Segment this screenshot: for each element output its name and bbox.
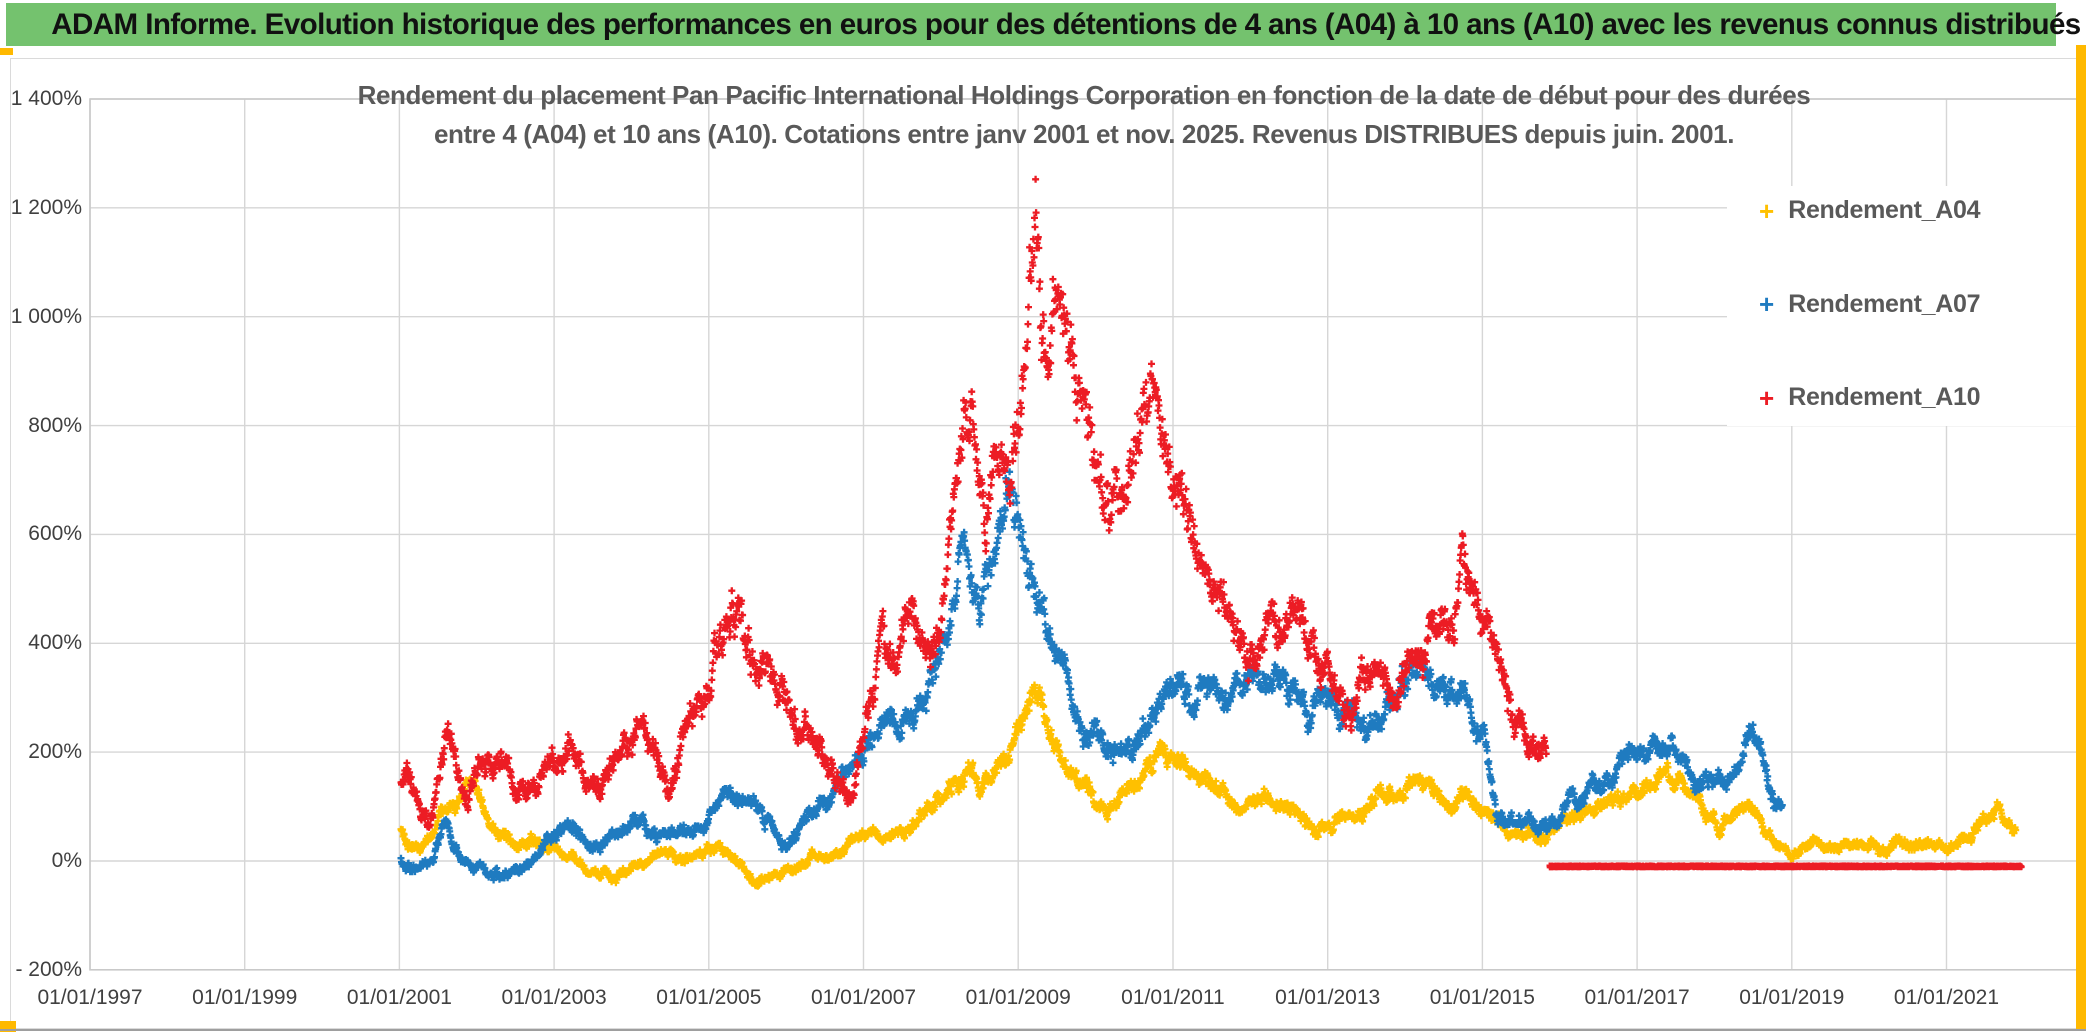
x-tick-label: 01/01/2017 bbox=[1584, 986, 1690, 1009]
x-tick-label: 01/01/2013 bbox=[1275, 986, 1381, 1009]
y-tick-label: 0% bbox=[51, 848, 82, 872]
x-tick-label: 01/01/2021 bbox=[1893, 986, 2000, 1009]
y-tick-label: 800% bbox=[28, 413, 82, 437]
legend: + Rendement_A04 + Rendement_A07 + Rendement_A… bbox=[1727, 186, 2076, 426]
y-tick-label: 1 200% bbox=[10, 195, 82, 219]
series-Rendement_A10-flat-markers bbox=[1546, 862, 2025, 871]
bottom-rule bbox=[0, 1029, 2086, 1031]
x-tick-label: 01/01/2015 bbox=[1429, 986, 1535, 1009]
x-tick-label: 01/01/2011 bbox=[1121, 986, 1225, 1009]
x-tick-label: 01/01/1997 bbox=[37, 986, 143, 1009]
series-Rendement_A04-markers bbox=[397, 681, 2020, 890]
y-tick-label: 1 400% bbox=[10, 87, 82, 110]
legend-item-Rendement_A07: + Rendement_A07 bbox=[1727, 290, 2076, 319]
x-tick-label: 01/01/2019 bbox=[1739, 986, 1845, 1009]
legend-item-Rendement_A04: + Rendement_A04 bbox=[1727, 196, 2076, 225]
right-accent-bar bbox=[2076, 45, 2086, 1030]
chart-title: Rendement du placement Pan Pacific Inter… bbox=[90, 76, 2078, 154]
plus-marker-icon: + bbox=[1759, 382, 1775, 413]
x-tick-label: 01/01/2007 bbox=[810, 986, 917, 1009]
x-tick-label: 01/01/1999 bbox=[192, 986, 298, 1009]
y-tick-label: 600% bbox=[28, 522, 82, 546]
plus-marker-icon: + bbox=[1759, 195, 1775, 226]
chart-title-line1: Rendement du placement Pan Pacific Inter… bbox=[357, 80, 1811, 110]
series-Rendement_A07-markers bbox=[397, 468, 1786, 884]
plus-marker-icon: + bbox=[1759, 289, 1775, 319]
legend-item-Rendement_A10: + Rendement_A10 bbox=[1727, 383, 2076, 412]
y-tick-label: - 200% bbox=[15, 957, 82, 981]
y-tick-label: 400% bbox=[28, 631, 82, 655]
series-Rendement_A10-markers bbox=[397, 175, 1550, 831]
bottom-left-accent bbox=[0, 1021, 16, 1032]
chart-title-line2: entre 4 (A04) et 10 ans (A10). Cotations… bbox=[433, 119, 1735, 149]
banner-left-accent bbox=[0, 48, 13, 55]
legend-label: Rendement_A07 bbox=[1788, 289, 1981, 318]
legend-label: Rendement_A04 bbox=[1788, 196, 1981, 224]
x-tick-label: 01/01/2003 bbox=[501, 986, 607, 1009]
legend-label: Rendement_A10 bbox=[1788, 383, 1981, 411]
y-tick-label: 200% bbox=[28, 740, 82, 764]
banner-title: ADAM Informe. Evolution historique des p… bbox=[51, 7, 2081, 41]
x-tick-label: 01/01/2009 bbox=[965, 986, 1071, 1009]
x-tick-label: 01/01/2001 bbox=[346, 986, 452, 1009]
x-tick-label: 01/01/2005 bbox=[656, 986, 762, 1009]
y-tick-label: 1 000% bbox=[10, 304, 82, 328]
banner: ADAM Informe. Evolution historique des p… bbox=[6, 3, 2081, 46]
